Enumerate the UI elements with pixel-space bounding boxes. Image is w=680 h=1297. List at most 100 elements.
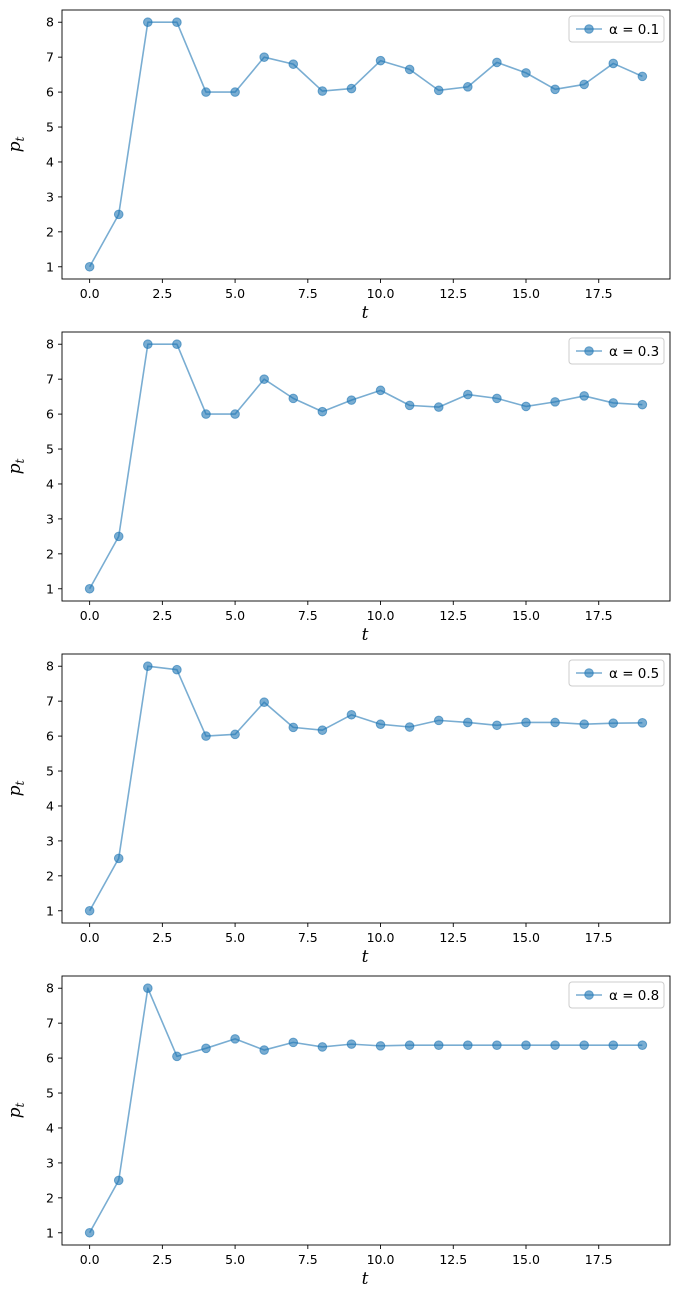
axes-frame [61, 653, 671, 924]
y-axis-label: pt [5, 136, 27, 152]
data-point [579, 1040, 589, 1050]
data-point [550, 1040, 560, 1050]
data-point [172, 1051, 182, 1062]
x-tick-label: 15.0 [512, 1252, 540, 1267]
data-point [201, 409, 211, 419]
data-point [288, 59, 299, 69]
y-axis-label-base: p [5, 141, 25, 152]
data-point [230, 409, 240, 419]
x-tick-label: 7.5 [298, 286, 318, 301]
y-axis-label-subscript: t [13, 1102, 27, 1107]
y-tick-label: 4 [46, 1120, 54, 1135]
y-tick-label: 7 [46, 50, 54, 65]
x-tick-label: 12.5 [439, 930, 467, 945]
y-tick-label: 4 [46, 154, 54, 169]
axes-frame [61, 9, 671, 280]
data-point [84, 261, 95, 272]
data-point [404, 722, 415, 732]
data-point [375, 1041, 386, 1051]
data-point [375, 55, 386, 66]
legend-label: α = 0.5 [609, 666, 659, 682]
y-axis-label-subscript: t [13, 136, 27, 141]
data-point [433, 1040, 444, 1050]
data-point [608, 718, 619, 728]
data-point [201, 731, 211, 741]
data-point [143, 983, 153, 994]
y-tick-label: 3 [46, 189, 54, 204]
y-tick-label: 6 [46, 729, 54, 744]
data-point [492, 57, 502, 68]
data-point [492, 720, 502, 731]
x-tick-label: 0.0 [80, 1252, 100, 1267]
data-point [608, 58, 619, 69]
legend-marker-swatch [584, 668, 594, 678]
data-point [113, 1175, 124, 1186]
y-axis-label: pt [5, 780, 27, 796]
data-point [433, 402, 444, 412]
y-tick-label: 7 [46, 694, 54, 709]
data-point [579, 391, 589, 401]
x-tick-label: 17.5 [585, 930, 613, 945]
data-point [521, 717, 531, 728]
data-point [230, 1034, 240, 1044]
x-tick-label: 12.5 [439, 1252, 467, 1267]
data-point [433, 715, 444, 726]
data-point [172, 664, 182, 675]
chart-panel-4: 0.0 2.5 5.0 7.5 10.0 12.5 15.0 17.512345678tptα… [5, 975, 671, 1288]
y-tick-label: 5 [46, 1086, 54, 1101]
x-tick-label: 5.0 [225, 1252, 245, 1267]
data-point [579, 719, 589, 730]
legend-box [568, 981, 665, 1009]
y-tick-label: 3 [46, 1155, 54, 1170]
y-tick-label: 1 [46, 259, 54, 274]
legend-box [568, 659, 665, 687]
y-tick-label: 2 [46, 224, 54, 239]
data-point [113, 531, 124, 542]
data-point [492, 1040, 502, 1050]
data-point [637, 1040, 648, 1050]
x-tick-label: 5.0 [225, 286, 245, 301]
legend-marker-swatch [584, 346, 594, 356]
legend-marker-swatch [584, 24, 594, 34]
data-point [463, 82, 473, 92]
x-tick-label: 17.5 [585, 1252, 613, 1267]
legend-label: α = 0.1 [609, 22, 659, 38]
data-point [288, 1037, 299, 1048]
x-tick-label: 7.5 [298, 930, 318, 945]
legend-box [568, 15, 665, 43]
x-tick-label: 17.5 [585, 286, 613, 301]
data-point [259, 374, 269, 384]
chart-panel-3: 0.0 2.5 5.0 7.5 10.0 12.5 15.0 17.512345678tptα… [5, 653, 671, 966]
data-point [608, 1040, 619, 1050]
x-tick-label: 5.0 [225, 930, 245, 945]
x-tick-label: 10.0 [367, 930, 395, 945]
axes-frame [61, 331, 671, 602]
data-point [550, 84, 560, 95]
x-tick-label: 12.5 [439, 286, 467, 301]
y-axis-label-base: p [5, 1107, 25, 1118]
data-point [317, 406, 328, 417]
y-tick-label: 8 [46, 337, 54, 352]
data-point [317, 1042, 328, 1052]
data-point [463, 1040, 473, 1050]
x-tick-label: 17.5 [585, 608, 613, 623]
x-tick-label: 7.5 [298, 1252, 318, 1267]
y-tick-label: 4 [46, 798, 54, 813]
data-point [84, 583, 95, 594]
legend-box [568, 337, 665, 365]
data-point [172, 339, 182, 350]
y-tick-label: 1 [46, 581, 54, 596]
x-tick-label: 15.0 [512, 608, 540, 623]
legend-label: α = 0.3 [609, 344, 659, 360]
y-tick-label: 3 [46, 833, 54, 848]
data-point [579, 79, 589, 90]
y-tick-label: 5 [46, 120, 54, 135]
y-axis-label-subscript: t [13, 458, 27, 463]
data-point [404, 400, 415, 411]
data-point [521, 1040, 531, 1050]
x-tick-label: 10.0 [367, 1252, 395, 1267]
data-point [113, 853, 124, 864]
data-point [201, 1043, 211, 1054]
series-line [88, 665, 643, 912]
